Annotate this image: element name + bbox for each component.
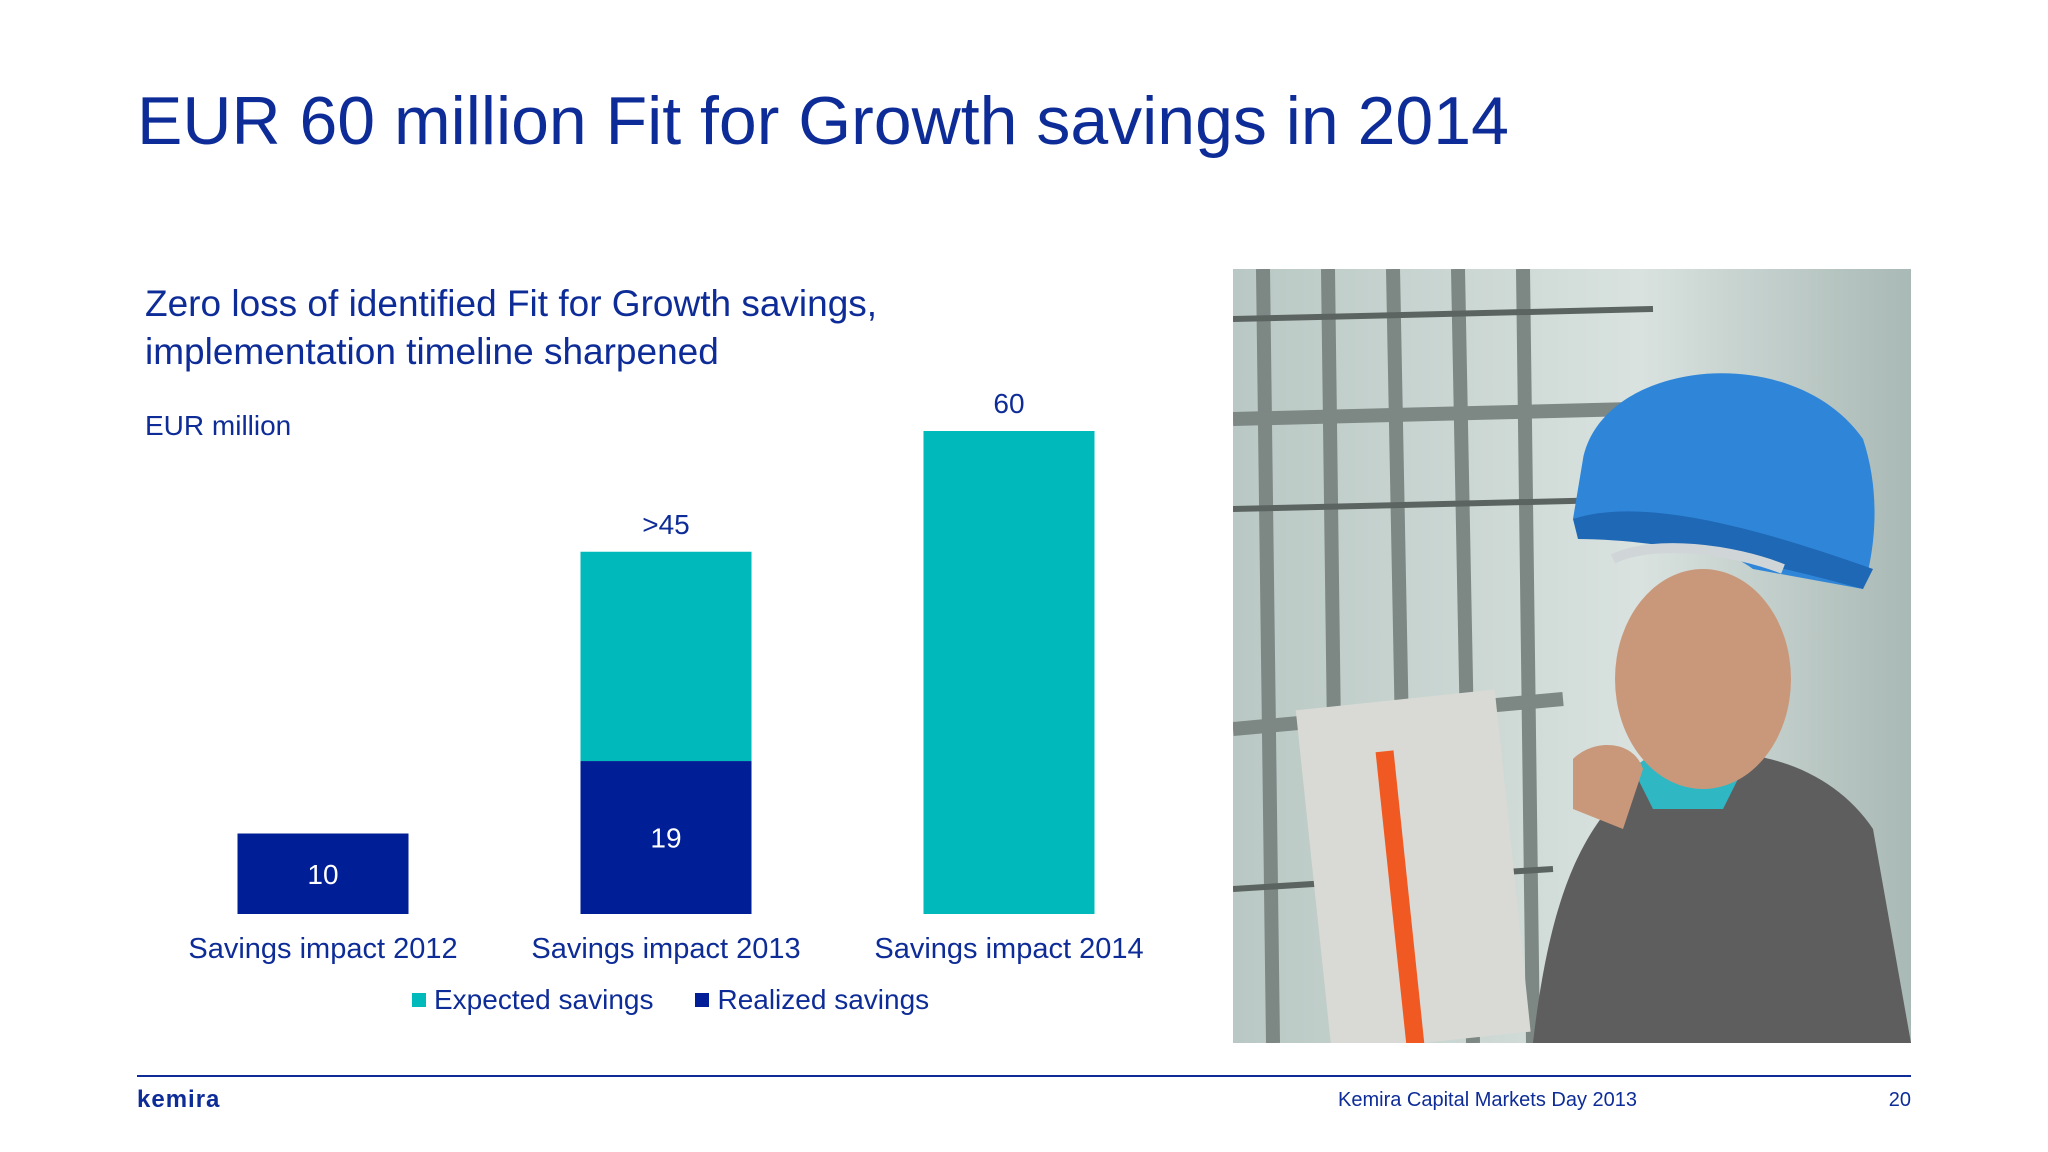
chart-legend: Expected savings Realized savings (412, 984, 929, 1016)
worker-photo (1233, 269, 1911, 1043)
unit-label: EUR million (145, 410, 292, 441)
data-label-realized-2: 19 (650, 823, 681, 854)
bar-expected-2 (580, 551, 752, 762)
category-label-2: Savings impact 2013 (531, 933, 800, 965)
chart-subtitle: Zero loss of identified Fit for Growth s… (145, 280, 1045, 376)
subtitle-line-1: Zero loss of identified Fit for Growth s… (145, 283, 878, 324)
bar-realized-1 (237, 833, 409, 914)
savings-bar-chart: 10 Savings impact 2012 19 >45 Savings impact… (188, 388, 1143, 965)
data-label-total-3: 60 (993, 388, 1024, 419)
footer-rule (137, 1075, 1911, 1077)
legend-label-expected: Expected savings (434, 984, 654, 1015)
legend-item-expected: Expected savings (412, 984, 653, 1016)
page-number: 20 (1888, 1089, 1911, 1111)
category-label-1: Savings impact 2012 (188, 933, 457, 965)
legend-swatch-realized (695, 993, 710, 1007)
subtitle-line-2: implementation timeline sharpened (145, 331, 719, 372)
legend-label-realized: Realized savings (717, 984, 930, 1015)
bar-expected-3 (923, 431, 1095, 914)
footer-event-text: Kemira Capital Markets Day 2013 (1338, 1089, 1638, 1111)
slide-title: EUR 60 million Fit for Growth savings in… (137, 83, 1509, 159)
legend-item-realized: Realized savings (695, 984, 929, 1016)
category-label-3: Savings impact 2014 (874, 933, 1143, 965)
legend-swatch-expected (412, 993, 426, 1007)
data-label-total-2: >45 (642, 509, 690, 540)
bar-realized-2 (580, 761, 752, 914)
data-label-realized-1: 10 (307, 859, 338, 890)
kemira-logo: kemira (137, 1086, 221, 1113)
